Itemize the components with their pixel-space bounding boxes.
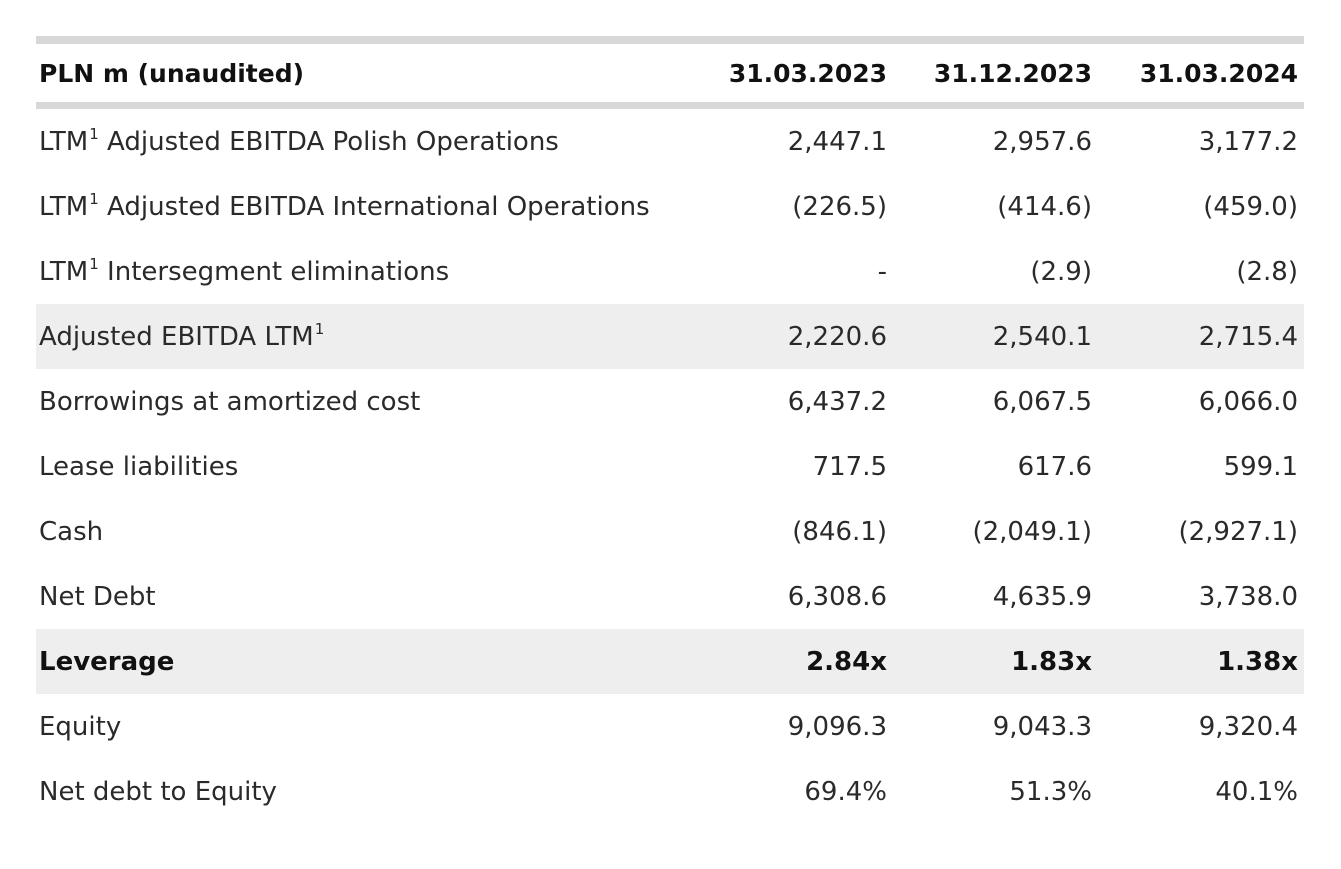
- cell-value: 6,066.0: [1198, 386, 1298, 417]
- row-label: Borrowings at amortized cost: [39, 386, 421, 417]
- table-row-subtotal: Adjusted EBITDA LTM1 2,220.6 2,540.1 2,7…: [36, 304, 1304, 369]
- cell-value: (2.8): [1236, 256, 1298, 287]
- cell-value: (459.0): [1203, 191, 1298, 222]
- row-label: Lease liabilities: [39, 451, 239, 482]
- cell-value: 617.6: [1017, 451, 1092, 482]
- cell-value: 51.3%: [1009, 776, 1092, 807]
- header-label: PLN m (unaudited): [36, 44, 688, 109]
- cell-value: 2,540.1: [893, 304, 1098, 369]
- cell-value: 69.4%: [804, 776, 887, 807]
- header-col-2: 31.12.2023: [893, 44, 1098, 109]
- cell-value: 9,320.4: [1198, 711, 1298, 742]
- cell-value: 6,067.5: [992, 386, 1092, 417]
- footnote-marker: 1: [89, 189, 99, 208]
- table-row: Borrowings at amortized cost 6,437.2 6,0…: [36, 369, 1304, 434]
- cell-value: 1.38x: [1098, 629, 1304, 694]
- cell-value: 4,635.9: [992, 581, 1092, 612]
- header-col-1: 31.03.2023: [688, 44, 893, 109]
- row-label: LTM1 Adjusted EBITDA Polish Operations: [39, 124, 559, 157]
- cell-value: 9,096.3: [787, 711, 887, 742]
- table-row: Lease liabilities 717.5 617.6 599.1: [36, 434, 1304, 499]
- cell-value: (846.1): [792, 516, 887, 547]
- cell-value: 1.83x: [893, 629, 1098, 694]
- cell-value: 6,437.2: [787, 386, 887, 417]
- net-debt-table-container: PLN m (unaudited) 31.03.2023 31.12.2023 …: [36, 36, 1304, 824]
- cell-value: (226.5): [792, 191, 887, 222]
- cell-value: (2,927.1): [1178, 516, 1298, 547]
- cell-value: 599.1: [1223, 451, 1298, 482]
- row-label: Net Debt: [39, 581, 156, 612]
- cell-value: 2,715.4: [1098, 304, 1304, 369]
- table-row: Net debt to Equity 69.4% 51.3% 40.1%: [36, 759, 1304, 824]
- header-col-3: 31.03.2024: [1098, 44, 1304, 109]
- row-label: LTM1 Intersegment eliminations: [39, 254, 450, 287]
- footnote-marker: 1: [314, 319, 325, 338]
- net-debt-table: PLN m (unaudited) 31.03.2023 31.12.2023 …: [36, 44, 1304, 824]
- cell-value: 2,957.6: [992, 126, 1092, 157]
- row-label: Adjusted EBITDA LTM1: [36, 304, 688, 369]
- cell-value: 2.84x: [688, 629, 893, 694]
- table-row: LTM1 Adjusted EBITDA International Opera…: [36, 174, 1304, 239]
- cell-value: -: [877, 256, 887, 287]
- row-label: Equity: [39, 711, 122, 742]
- cell-value: 2,447.1: [787, 126, 887, 157]
- row-label: Net debt to Equity: [39, 776, 277, 807]
- table-header-row: PLN m (unaudited) 31.03.2023 31.12.2023 …: [36, 44, 1304, 109]
- cell-value: 6,308.6: [787, 581, 887, 612]
- cell-value: 40.1%: [1215, 776, 1298, 807]
- table-row: Equity 9,096.3 9,043.3 9,320.4: [36, 694, 1304, 759]
- footnote-marker: 1: [89, 124, 99, 143]
- table-top-rule: [36, 36, 1304, 44]
- row-label: LTM1 Adjusted EBITDA International Opera…: [39, 189, 650, 222]
- cell-value: (414.6): [997, 191, 1092, 222]
- cell-value: 3,177.2: [1198, 126, 1298, 157]
- cell-value: 717.5: [812, 451, 887, 482]
- footnote-marker: 1: [89, 254, 99, 273]
- cell-value: (2,049.1): [972, 516, 1092, 547]
- table-row-leverage: Leverage 2.84x 1.83x 1.38x: [36, 629, 1304, 694]
- table-row: LTM1 Adjusted EBITDA Polish Operations 2…: [36, 106, 1304, 175]
- cell-value: (2.9): [1030, 256, 1092, 287]
- row-label: Leverage: [36, 629, 688, 694]
- table-row: Cash (846.1) (2,049.1) (2,927.1): [36, 499, 1304, 564]
- row-label: Cash: [39, 516, 104, 547]
- cell-value: 3,738.0: [1198, 581, 1298, 612]
- cell-value: 9,043.3: [992, 711, 1092, 742]
- cell-value: 2,220.6: [688, 304, 893, 369]
- table-row: LTM1 Intersegment eliminations - (2.9) (…: [36, 239, 1304, 304]
- table-row: Net Debt 6,308.6 4,635.9 3,738.0: [36, 564, 1304, 629]
